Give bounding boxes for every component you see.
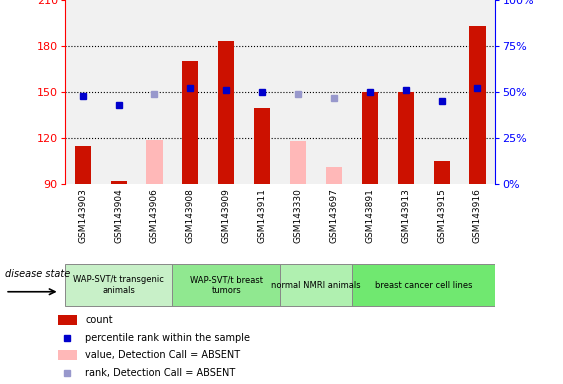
- Text: GSM143909: GSM143909: [222, 188, 231, 243]
- Bar: [65, 0, 101, 184]
- Text: disease state: disease state: [5, 269, 70, 279]
- Text: GSM143913: GSM143913: [401, 188, 410, 243]
- Bar: [470, 26, 485, 184]
- Bar: [280, 264, 352, 306]
- Text: GSM143891: GSM143891: [365, 188, 374, 243]
- Bar: [352, 0, 388, 184]
- Bar: [326, 167, 342, 184]
- Text: GSM143916: GSM143916: [473, 188, 482, 243]
- Bar: [388, 0, 424, 184]
- Text: value, Detection Call = ABSENT: value, Detection Call = ABSENT: [85, 350, 240, 360]
- Text: GSM143906: GSM143906: [150, 188, 159, 243]
- Bar: [65, 264, 172, 306]
- Text: GSM143903: GSM143903: [78, 188, 87, 243]
- Bar: [146, 140, 163, 184]
- Bar: [316, 0, 352, 184]
- Bar: [424, 0, 459, 184]
- Bar: [75, 146, 91, 184]
- Text: GSM143330: GSM143330: [293, 188, 302, 243]
- Bar: [137, 0, 172, 184]
- Text: WAP-SVT/t transgenic
animals: WAP-SVT/t transgenic animals: [73, 275, 164, 295]
- Text: GSM143904: GSM143904: [114, 188, 123, 243]
- Bar: [182, 61, 198, 184]
- Bar: [172, 0, 208, 184]
- Bar: [290, 141, 306, 184]
- Bar: [110, 181, 127, 184]
- Text: GSM143908: GSM143908: [186, 188, 195, 243]
- Bar: [352, 264, 495, 306]
- Text: breast cancer cell lines: breast cancer cell lines: [375, 281, 472, 290]
- Text: WAP-SVT/t breast
tumors: WAP-SVT/t breast tumors: [190, 275, 263, 295]
- Bar: [57, 315, 77, 325]
- Text: GSM143697: GSM143697: [329, 188, 338, 243]
- Bar: [208, 0, 244, 184]
- Bar: [218, 41, 234, 184]
- Text: rank, Detection Call = ABSENT: rank, Detection Call = ABSENT: [85, 367, 235, 377]
- Text: GSM143915: GSM143915: [437, 188, 446, 243]
- Text: count: count: [85, 315, 113, 325]
- Bar: [254, 108, 270, 184]
- Bar: [101, 0, 137, 184]
- Bar: [362, 92, 378, 184]
- Text: GSM143911: GSM143911: [258, 188, 267, 243]
- Bar: [244, 0, 280, 184]
- Text: normal NMRI animals: normal NMRI animals: [271, 281, 361, 290]
- Bar: [434, 161, 450, 184]
- Text: percentile rank within the sample: percentile rank within the sample: [85, 333, 250, 343]
- Bar: [459, 0, 495, 184]
- Bar: [397, 92, 414, 184]
- Bar: [57, 350, 77, 360]
- Bar: [172, 264, 280, 306]
- Bar: [280, 0, 316, 184]
